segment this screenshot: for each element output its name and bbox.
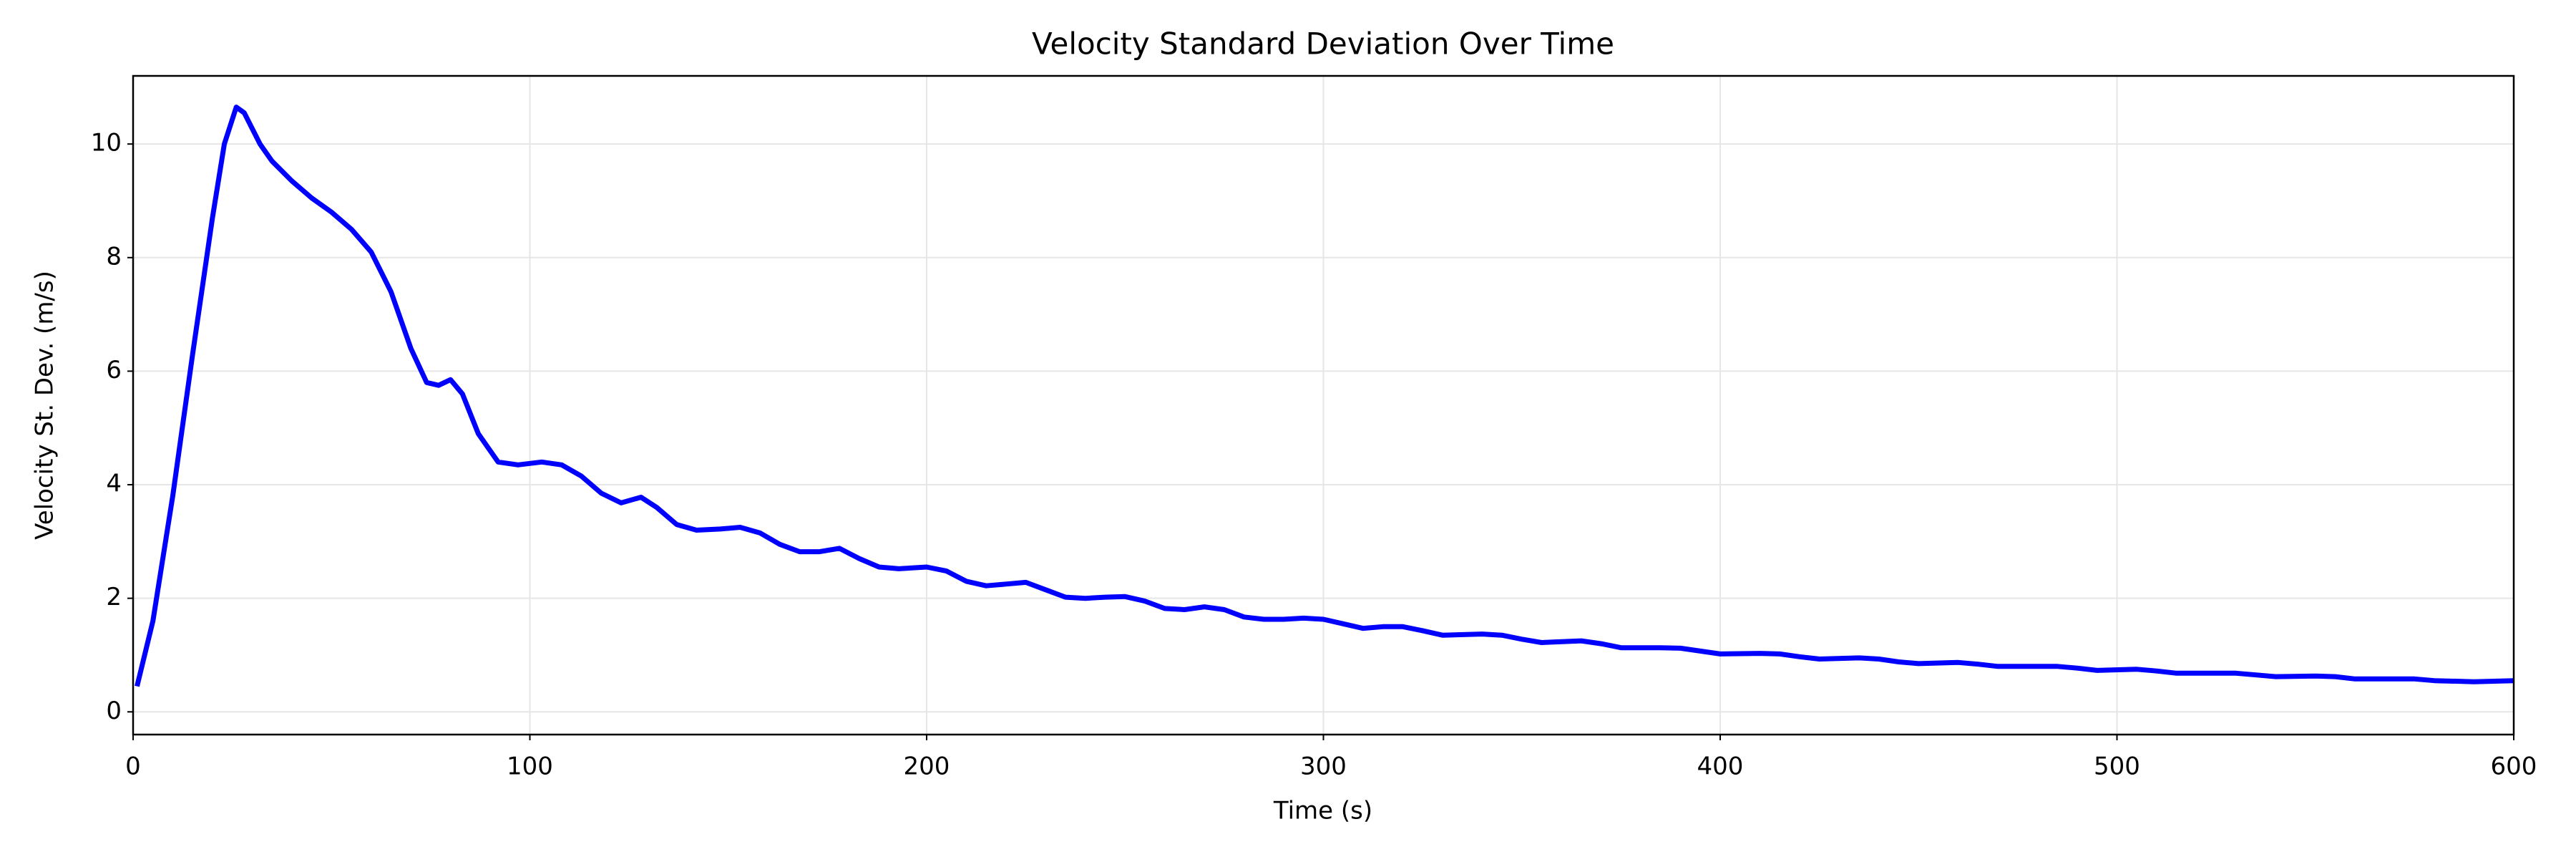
- x-tick-label: 0: [125, 752, 141, 781]
- y-axis-label: Velocity St. Dev. (m/s): [31, 271, 59, 540]
- y-tick-label: 4: [106, 470, 122, 498]
- x-tick-label: 100: [507, 752, 553, 781]
- x-tick-label: 400: [1697, 752, 1744, 781]
- x-tick-label: 200: [904, 752, 950, 781]
- y-tick-label: 10: [91, 129, 122, 158]
- x-tick-label: 500: [2094, 752, 2140, 781]
- x-axis-label: Time (s): [1273, 797, 1372, 825]
- x-tick-label: 600: [2491, 752, 2537, 781]
- x-tick-label: 300: [1300, 752, 1347, 781]
- plot-frame: [132, 74, 2515, 736]
- y-tick-label: 2: [106, 583, 122, 611]
- y-tick-label: 0: [106, 697, 122, 725]
- chart-title: Velocity Standard Deviation Over Time: [1032, 26, 1614, 62]
- data-line: [135, 105, 2514, 687]
- y-tick-label: 8: [106, 242, 122, 271]
- y-tick-label: 6: [106, 356, 122, 384]
